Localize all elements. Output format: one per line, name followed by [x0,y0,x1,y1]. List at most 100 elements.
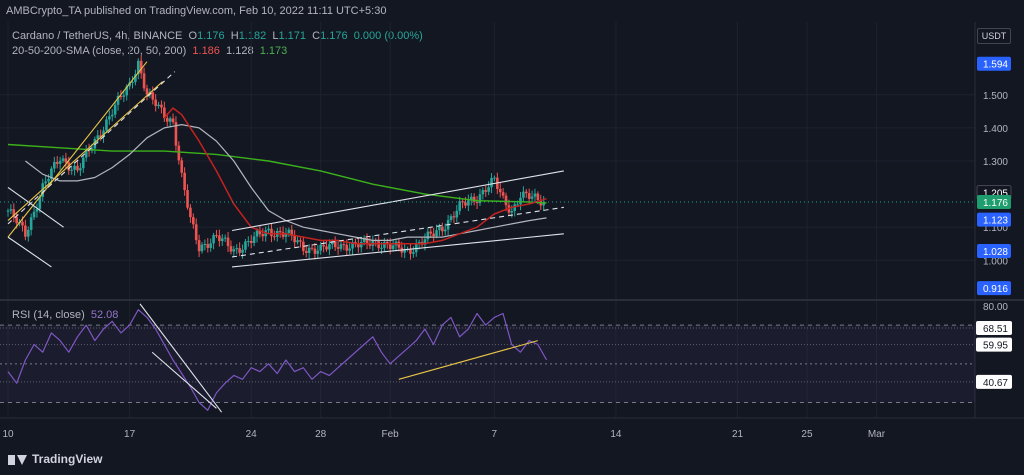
candle-up [438,226,441,231]
price-badge-label: 1.028 [983,247,1008,258]
candle-down [142,73,146,89]
candle-up [113,104,117,115]
candle-down [177,145,181,161]
time-tick-label: Feb [382,429,400,440]
candle-up [122,95,126,97]
candle-up [481,190,485,195]
candle-down [299,240,302,242]
candle-down [15,217,18,224]
candle-down [536,193,540,201]
candle-down [226,237,230,247]
candle-up [443,229,447,232]
symbol-label: Cardano / TetherUS, 4h, BINANCE [12,30,183,42]
candle-up [339,244,343,249]
channel-line [7,61,148,238]
candle-up [35,208,39,212]
candle-down [310,247,314,249]
candle-down [154,99,157,107]
candle-up [307,247,311,253]
candles [6,55,545,260]
candle-up [131,81,134,83]
currency-selector[interactable]: USDT [977,28,1011,44]
candle-up [125,86,129,96]
candle-up [41,183,45,197]
candle-down [475,201,479,204]
candle-down [377,241,380,249]
candle-down [238,248,241,253]
change-value: 0.000 (0.00%) [353,30,423,42]
low-label: L [272,30,279,42]
rsi-level-label: 40.67 [976,374,1012,389]
grid-lines [0,22,975,418]
candle-up [61,158,65,161]
candle-up [255,230,259,237]
candle-up [44,181,47,184]
brand-name: TradingView [32,452,103,466]
tradingview-logo[interactable]: TradingView [8,452,102,466]
price-tick-label: 1.400 [983,124,1008,135]
price-badge-label: 1.176 [983,198,1008,209]
sma200-line [7,143,547,204]
candle-up [53,161,56,169]
candle-down [325,246,328,250]
candle-down [498,188,502,193]
price-badge-box [977,244,1011,259]
candle-down [99,135,102,138]
candle-up [330,241,334,245]
rsi-level-box [976,321,1012,336]
candle-down [397,241,401,248]
candle-down [186,190,189,208]
price-badge: 1.176 [977,195,1011,210]
candle-up [426,231,430,240]
candle-down [484,190,488,192]
rsi-level-text: 40.67 [983,378,1008,389]
price-tick-label: 1.300 [983,157,1008,168]
candle-up [116,96,120,105]
candle-down [189,207,192,218]
price-badge: 1.123 [977,212,1011,227]
candle-up [168,118,172,122]
candle-down [21,221,24,226]
candle-down [194,224,198,241]
candle-down [527,193,531,199]
candle-up [519,197,522,205]
channel-midline [7,71,176,225]
candle-up [244,241,247,250]
price-badge-label: 1.205 [983,188,1008,199]
price-badge-box [977,56,1011,71]
candle-down [55,161,59,164]
candle-down [180,160,184,173]
rsi-trendline [398,340,538,380]
rsi-band [0,325,975,403]
candle-up [209,243,212,248]
rsi-level-box [976,337,1012,352]
candle-down [504,195,508,206]
candle-up [73,165,76,170]
high-label: H [230,30,239,42]
candle-up [542,202,545,206]
time-tick-label: Mar [868,429,886,440]
time-tick-label: 14 [610,429,622,440]
price-legend: Cardano / TetherUS, 4h, BINANCE O1.176 H… [12,30,423,42]
rsi-label: RSI (14, close) [12,309,85,321]
price-badge-box [977,195,1011,210]
rsi-level-label: 80.00 [983,302,1008,313]
candle-down [368,243,372,246]
candle-down [273,236,276,238]
candle-up [423,239,427,245]
candle-up [6,210,10,212]
candle-up [38,196,42,209]
candle-up [284,232,288,237]
candle-up [287,229,291,233]
candle-down [171,118,175,123]
candle-up [235,248,239,250]
sma-label: 20-50-200-SMA (close, 20, 50, 200) [12,45,187,57]
candle-up [84,149,88,158]
candle-up [469,196,473,201]
candle-down [432,233,435,237]
candle-up [102,130,105,138]
candle-down [342,244,346,246]
rsi-trendline [139,303,223,413]
candle-down [441,226,444,232]
